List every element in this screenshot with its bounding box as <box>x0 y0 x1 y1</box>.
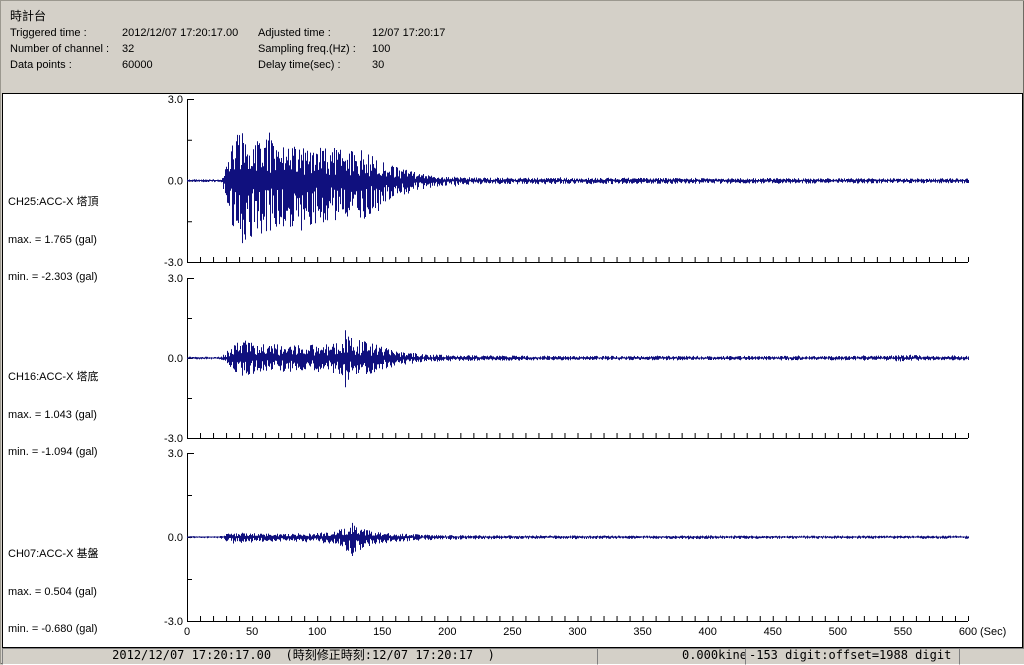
channel-min: min. = -0.680 (gal) <box>8 623 98 635</box>
sampling-freq-value: 100 <box>372 43 391 55</box>
channel-min: min. = -2.303 (gal) <box>8 271 98 283</box>
svg-text:-3.0: -3.0 <box>164 257 183 269</box>
channel-name: CH16:ACC-X 塔底 <box>8 371 99 383</box>
channel-name: CH25:ACC-X 塔頂 <box>8 196 99 208</box>
svg-text:550: 550 <box>894 626 912 638</box>
channel-max: max. = 1.765 (gal) <box>8 233 97 246</box>
status-time-text: 2012/12/07 17:20:17.00 (時刻修正時刻:12/07 17:… <box>2 648 605 665</box>
svg-text:400: 400 <box>698 626 716 638</box>
channel-name: CH07:ACC-X 基盤 <box>8 548 99 560</box>
channel-max: max. = 1.043 (gal) <box>8 408 97 421</box>
svg-text:250: 250 <box>503 626 521 638</box>
svg-text:200: 200 <box>438 626 456 638</box>
data-points-value: 60000 <box>122 59 153 71</box>
delay-time-value: 30 <box>372 59 385 71</box>
app-title: 時計台 <box>10 9 47 23</box>
channel-min: min. = -1.094 (gal) <box>8 446 98 458</box>
channel-info-ch25: CH25:ACC-X 塔頂 max. = 1.765 (gal) min. = … <box>8 171 98 309</box>
svg-text:3.0: 3.0 <box>168 273 183 285</box>
svg-text:150: 150 <box>373 626 391 638</box>
header-row-1: Triggered time : 2012/12/07 17:20:17.00 … <box>0 27 1024 40</box>
waveform-chart: 3.00.0-3.03.00.0-3.03.00.0-3.00 50 100 150 2… <box>164 94 1006 638</box>
svg-text:0: 0 <box>184 626 190 638</box>
status-digit-offset: -153 digit:offset=1988 digit <box>745 648 963 665</box>
status-bar: 2012/12/07 17:20:17.00 (時刻修正時刻:12/07 17:… <box>0 647 1024 665</box>
svg-text:0.0: 0.0 <box>168 532 183 544</box>
svg-text:-3.0: -3.0 <box>164 433 183 445</box>
channel-count-label: Number of channel : <box>10 43 110 55</box>
adjusted-time-label: Adjusted time : <box>258 27 331 39</box>
header-row-2: Number of channel : 32 Sampling freq.(Hz… <box>0 43 1024 56</box>
status-kine-value: 0.000kine <box>597 648 753 665</box>
adjusted-time-value: 12/07 17:20:17 <box>372 27 446 39</box>
svg-text:450: 450 <box>764 626 782 638</box>
header-info-panel: 時計台 Triggered time : 2012/12/07 17:20:17… <box>0 0 1024 93</box>
channel-info-ch07: CH07:ACC-X 基盤 max. = 0.504 (gal) min. = … <box>8 523 98 661</box>
waveform-plot-area: 3.0 0.0 -3.0 3.0 0.0 -3.0 3.0 0.0 -3.0 0 50 100 150 2… <box>2 93 1023 648</box>
svg-text:3.0: 3.0 <box>168 448 183 460</box>
header-row-3: Data points : 60000 Delay time(sec) : 30 <box>0 59 1024 72</box>
svg-text:300: 300 <box>568 626 586 638</box>
svg-text:600: 600 <box>959 626 977 638</box>
triggered-time-label: Triggered time : <box>10 27 87 39</box>
channel-max: max. = 0.504 (gal) <box>8 585 97 598</box>
sampling-freq-label: Sampling freq.(Hz) : <box>258 43 356 55</box>
svg-text:0.0: 0.0 <box>168 353 183 365</box>
svg-text:3.0: 3.0 <box>168 94 183 106</box>
triggered-time-value: 2012/12/07 17:20:17.00 <box>122 27 239 39</box>
status-empty-cell <box>959 648 1024 665</box>
data-points-label: Data points : <box>10 59 72 71</box>
svg-text:(Sec): (Sec) <box>980 626 1006 638</box>
svg-text:-3.0: -3.0 <box>164 616 183 628</box>
svg-text:0.0: 0.0 <box>168 176 183 188</box>
svg-text:350: 350 <box>633 626 651 638</box>
svg-text:50: 50 <box>246 626 258 638</box>
delay-time-label: Delay time(sec) : <box>258 59 341 71</box>
svg-text:100: 100 <box>308 626 326 638</box>
svg-text:500: 500 <box>829 626 847 638</box>
channel-count-value: 32 <box>122 43 135 55</box>
channel-info-ch16: CH16:ACC-X 塔底 max. = 1.043 (gal) min. = … <box>8 346 98 484</box>
